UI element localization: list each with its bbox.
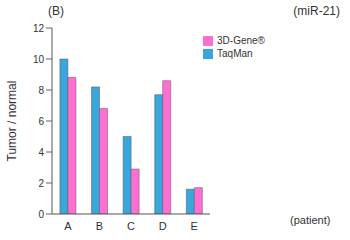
svg-text:C: C: [127, 220, 135, 232]
svg-text:2: 2: [38, 178, 44, 189]
svg-text:A: A: [64, 220, 72, 232]
html-text:3D-Gene®: 3D-Gene®: [217, 35, 265, 46]
html-text:(patient): (patient): [290, 214, 331, 226]
svg-text:Tumor / normal: Tumor / normal: [8, 81, 19, 162]
html-text:TaqMan: TaqMan: [217, 48, 253, 59]
html-text:(miR-21): (miR-21): [293, 4, 340, 18]
svg-text:0: 0: [38, 209, 44, 220]
svg-text:4: 4: [38, 147, 44, 158]
svg-text:B: B: [96, 220, 103, 232]
html-text:(B): (B): [48, 4, 64, 18]
svg-text:E: E: [191, 220, 198, 232]
svg-text:6: 6: [38, 116, 44, 127]
svg-text:D: D: [159, 220, 167, 232]
svg-text:10: 10: [33, 54, 45, 65]
svg-text:8: 8: [38, 85, 44, 96]
svg-text:12: 12: [33, 23, 45, 34]
